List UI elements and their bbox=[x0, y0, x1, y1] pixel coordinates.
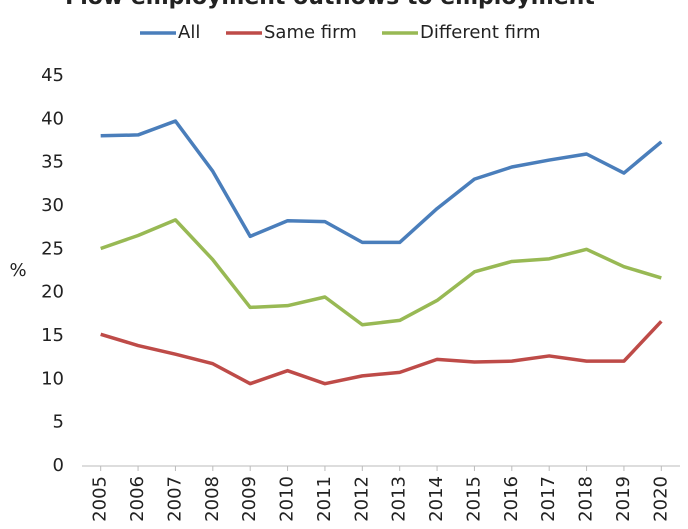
y-tick-label: 20 bbox=[41, 282, 64, 303]
x-tick-label: 2008 bbox=[202, 476, 223, 522]
x-tick-label: 2009 bbox=[239, 476, 260, 522]
y-axis-label: % bbox=[9, 260, 26, 281]
legend-label: All bbox=[178, 22, 200, 43]
y-tick-label: 0 bbox=[53, 455, 64, 476]
line bbox=[100, 119, 663, 245]
x-tick-label: 2020 bbox=[650, 476, 671, 522]
x-tick-label: 2005 bbox=[90, 476, 111, 522]
y-tick-label: 15 bbox=[41, 325, 64, 346]
y-tick-label: 30 bbox=[41, 195, 64, 216]
chart-title: Flow employment outflows to employment bbox=[65, 0, 595, 10]
x-tick-label: 2015 bbox=[463, 476, 484, 522]
line bbox=[100, 218, 662, 327]
x-tick-label: 2007 bbox=[164, 476, 185, 522]
legend-label: Different firm bbox=[420, 22, 541, 43]
y-tick-label: 45 bbox=[41, 65, 64, 86]
x-tick-label: 2018 bbox=[576, 476, 597, 522]
y-tick-label: 10 bbox=[41, 368, 64, 389]
x-tick-label: 2013 bbox=[389, 476, 410, 522]
y-tick-label: 25 bbox=[41, 238, 64, 259]
line bbox=[100, 320, 663, 386]
y-tick-label: 35 bbox=[41, 152, 64, 173]
x-tick-label: 2010 bbox=[277, 476, 298, 522]
y-tick-label: 40 bbox=[41, 108, 64, 129]
x-tick-label: 2012 bbox=[351, 476, 372, 522]
x-tick-label: 2017 bbox=[538, 476, 559, 522]
x-tick-label: 2019 bbox=[613, 476, 634, 522]
x-tick-label: 2016 bbox=[501, 476, 522, 522]
x-tick-label: 2014 bbox=[426, 476, 447, 522]
x-tick-label: 2011 bbox=[314, 476, 335, 522]
y-tick-label: 5 bbox=[53, 412, 64, 433]
legend-label: Same firm bbox=[264, 22, 357, 43]
x-tick-label: 2006 bbox=[127, 476, 148, 522]
